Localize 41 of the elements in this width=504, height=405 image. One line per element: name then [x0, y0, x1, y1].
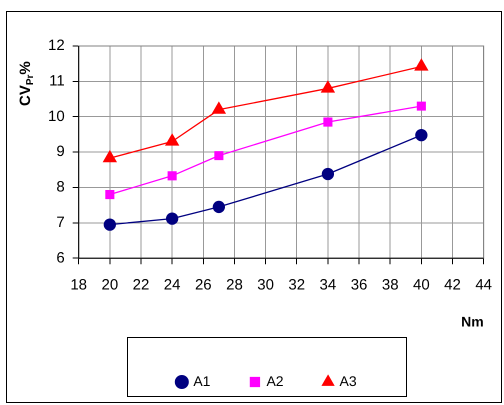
- x-tick-label: 30: [257, 276, 274, 294]
- x-tick-label: 22: [132, 276, 150, 294]
- y-tick-label: 7: [56, 214, 65, 231]
- y-tick-label: 9: [56, 143, 65, 160]
- point: [323, 118, 332, 127]
- point: [414, 58, 428, 71]
- x-tick-label: 44: [475, 276, 492, 294]
- point: [214, 151, 224, 160]
- x-tick-label: 24: [164, 276, 180, 294]
- point: [415, 128, 428, 142]
- x-tick-label: 28: [226, 276, 243, 294]
- point: [166, 212, 178, 225]
- point: [321, 80, 335, 93]
- y-tick-label: 10: [48, 108, 65, 125]
- legend-label: A1: [193, 372, 211, 389]
- x-axis-title: Nm: [461, 313, 484, 330]
- y-tick-label: 6: [56, 249, 65, 266]
- point: [212, 200, 226, 214]
- y-tick-label: 8: [56, 178, 65, 196]
- x-tick-label: 42: [444, 276, 461, 294]
- point: [322, 168, 334, 180]
- x-tick-label: 18: [70, 276, 88, 294]
- x-tick-label: 36: [350, 276, 368, 294]
- x-tick-label: 32: [288, 276, 306, 294]
- point: [103, 150, 117, 162]
- x-tick-label: 40: [413, 276, 430, 294]
- point: [168, 171, 177, 180]
- x-tick-label: 26: [194, 276, 212, 294]
- legend-label: A2: [266, 372, 284, 389]
- y-tick-label: 12: [48, 37, 65, 54]
- point: [212, 102, 226, 114]
- y-tick-label: 11: [49, 72, 65, 90]
- point: [416, 102, 426, 111]
- legend-label: A3: [340, 372, 357, 389]
- y-axis-title: CVPr%: [17, 61, 36, 106]
- point: [104, 218, 116, 231]
- x-tick-label: 38: [382, 276, 399, 294]
- point: [105, 190, 114, 200]
- point: [165, 134, 179, 146]
- x-tick-label: 34: [320, 276, 336, 294]
- x-tick-label: 20: [101, 276, 118, 294]
